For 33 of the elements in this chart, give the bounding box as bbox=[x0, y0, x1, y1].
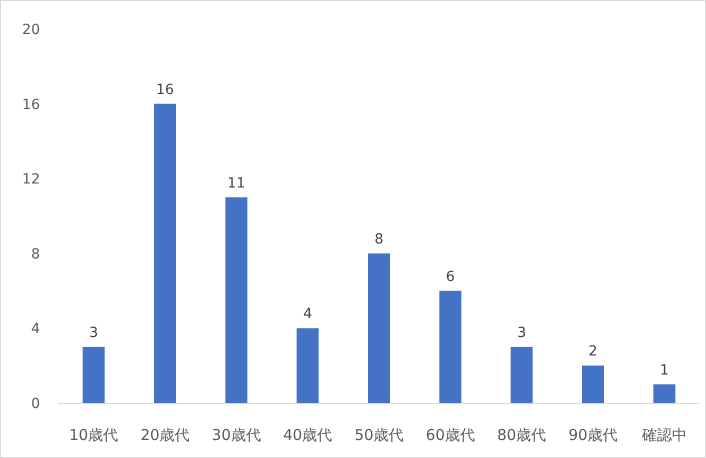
bar bbox=[510, 346, 533, 403]
y-tick-label: 12 bbox=[22, 172, 40, 188]
bar bbox=[653, 384, 676, 403]
data-label: 2 bbox=[588, 344, 598, 360]
x-tick-label: 20歳代 bbox=[140, 426, 190, 444]
data-label: 3 bbox=[89, 324, 98, 341]
data-label: 6 bbox=[446, 268, 455, 285]
x-tick-label: 60歳代 bbox=[426, 426, 475, 444]
x-tick-label: 80歳代 bbox=[497, 426, 546, 444]
data-label: 1 bbox=[660, 362, 669, 378]
x-tick-label: 10歳代 bbox=[69, 426, 118, 444]
x-tick-label: 確認中 bbox=[640, 426, 687, 444]
x-tick-label: 30歳代 bbox=[212, 426, 261, 444]
y-tick-label: 8 bbox=[31, 246, 40, 262]
y-tick-label: 16 bbox=[22, 96, 40, 113]
y-tick-label: 4 bbox=[31, 321, 40, 338]
x-tick-label: 90歳代 bbox=[568, 426, 618, 444]
x-tick-label: 40歳代 bbox=[283, 426, 332, 444]
bar bbox=[82, 346, 105, 403]
bar bbox=[368, 253, 390, 403]
data-label: 11 bbox=[227, 175, 246, 192]
data-label: 3 bbox=[517, 324, 526, 341]
bar bbox=[582, 366, 604, 403]
y-tick-label: 0 bbox=[31, 396, 40, 412]
bar bbox=[154, 104, 176, 403]
data-label: 16 bbox=[156, 82, 174, 98]
bar bbox=[225, 197, 248, 403]
bar bbox=[296, 328, 319, 403]
y-tick-label: 20 bbox=[22, 22, 40, 38]
x-tick-label: 50歳代 bbox=[354, 426, 404, 444]
bar bbox=[439, 290, 462, 403]
data-label: 8 bbox=[374, 231, 384, 248]
data-label: 4 bbox=[303, 306, 312, 322]
